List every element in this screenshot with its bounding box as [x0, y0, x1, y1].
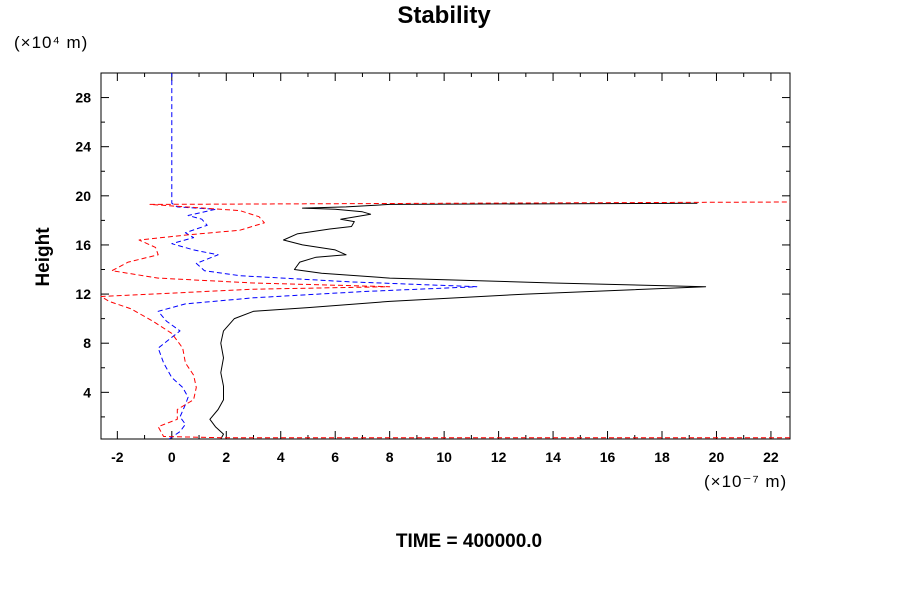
y-tick-label: 8 — [83, 335, 91, 351]
series-red-dashed-line — [100, 201, 791, 439]
x-tick-label: 4 — [277, 449, 285, 465]
x-tick-label: 16 — [600, 449, 616, 465]
x-axis-unit: (×10⁻⁷ m) — [704, 472, 788, 491]
y-axis-label: Height — [33, 227, 54, 287]
y-tick-label: 28 — [75, 90, 91, 106]
x-tick-label: -2 — [111, 449, 124, 465]
x-tick-label: 6 — [331, 449, 339, 465]
series-black-solid-line — [209, 202, 707, 440]
y-tick-label: 12 — [75, 286, 91, 302]
time-label: TIME = 400000.0 — [395, 531, 543, 552]
x-tick-label: 22 — [763, 449, 779, 465]
y-tick-label: 16 — [75, 237, 91, 253]
y-tick-label: 20 — [75, 188, 91, 204]
chart-title: Stability — [397, 2, 491, 29]
y-tick-label: 4 — [83, 384, 91, 400]
x-tick-label: 10 — [436, 449, 452, 465]
x-tick-label: 0 — [168, 449, 176, 465]
x-tick-label: 18 — [654, 449, 670, 465]
x-tick-label: 14 — [545, 449, 561, 465]
plot-frame — [100, 72, 791, 440]
y-tick-label: 24 — [75, 139, 91, 155]
x-tick-label: 20 — [709, 449, 725, 465]
x-tick-label: 12 — [491, 449, 507, 465]
x-tick-label: 8 — [386, 449, 394, 465]
series-lines — [100, 73, 791, 440]
y-axis-unit: (×10⁴ m) — [14, 33, 89, 52]
x-tick-label: 2 — [222, 449, 230, 465]
series-blue-dashed-line — [157, 73, 478, 440]
